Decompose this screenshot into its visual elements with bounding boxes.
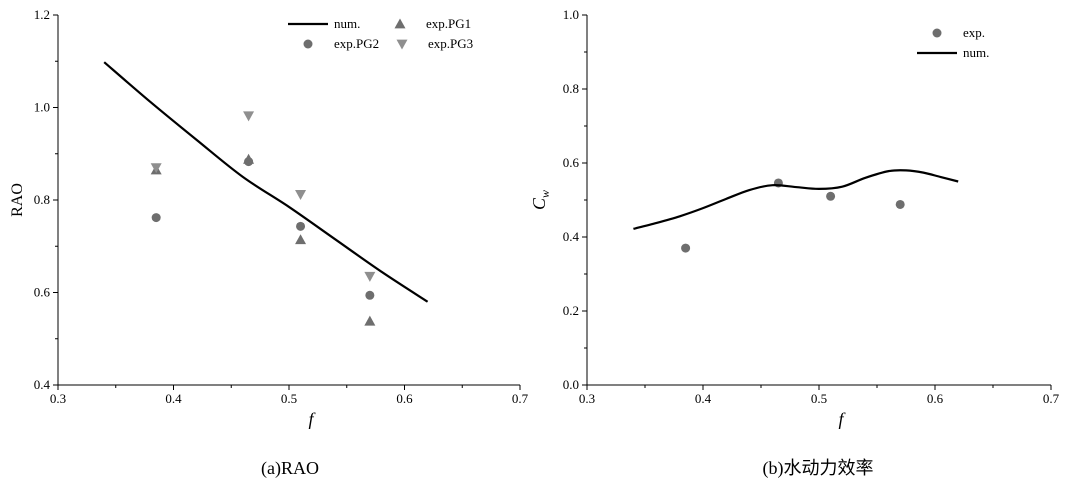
panel-caption: (a)RAO <box>261 458 319 479</box>
x-tick-label: 0.5 <box>281 391 297 406</box>
x-tick-label: 0.6 <box>927 391 944 406</box>
legend-entry: exp. <box>932 25 985 40</box>
data-point <box>681 243 691 253</box>
x-axis-label: f <box>308 409 316 429</box>
legend-marker-swatch <box>303 39 313 49</box>
y-tick-label: 0.8 <box>34 192 50 207</box>
data-point <box>895 199 905 209</box>
data-point <box>151 213 161 223</box>
series-line-num <box>103 61 429 303</box>
data-point <box>150 163 162 174</box>
data-point <box>243 111 255 122</box>
y-axis-label: RAO <box>9 183 26 217</box>
x-axis-label: f <box>838 409 846 429</box>
legend-entry: num. <box>288 16 360 31</box>
y-tick-label: 0.8 <box>563 81 579 96</box>
tick-labels: 0.3 0.4 0.5 0.6 0.7 0.0 0.2 0.4 0.6 0.8 1.0 <box>563 7 1060 406</box>
data-series <box>103 61 429 326</box>
tick-labels: 0.3 0.4 0.5 0.6 0.70.40.60.81.01.2 <box>34 7 529 406</box>
legend-label: exp.PG1 <box>426 16 471 31</box>
legend: num. exp.PG1 exp.PG2 exp.PG3 <box>288 16 473 51</box>
legend-label: exp.PG3 <box>428 36 473 51</box>
panel-caption: (b)水动力效率 <box>763 458 874 479</box>
data-point <box>295 234 307 245</box>
y-tick-label: 0.2 <box>563 303 579 318</box>
data-series <box>633 169 959 253</box>
chart-panel-rao: 0.3 0.4 0.5 0.6 0.70.40.60.81.01.2 RAO f num… <box>9 7 529 479</box>
y-axis-label-subscript: w <box>538 190 552 198</box>
x-tick-label: 0.3 <box>579 391 595 406</box>
y-tick-label: 0.0 <box>563 377 579 392</box>
y-tick-label: 0.6 <box>34 285 51 300</box>
legend-label: exp. <box>963 25 985 40</box>
x-tick-label: 0.4 <box>695 391 712 406</box>
data-point <box>365 290 375 300</box>
x-tick-label: 0.7 <box>1043 391 1060 406</box>
x-tick-label: 0.7 <box>512 391 529 406</box>
legend-label: num. <box>334 16 360 31</box>
chart-panel-efficiency: 0.3 0.4 0.5 0.6 0.7 0.0 0.2 0.4 0.6 0.8 1.0 Cw f e… <box>529 7 1060 479</box>
y-axis-label-main: C <box>529 197 549 210</box>
legend-entry: exp.PG2 <box>303 36 379 51</box>
x-tick-label: 0.3 <box>50 391 66 406</box>
data-point <box>364 315 376 326</box>
y-tick-label: 0.4 <box>34 377 51 392</box>
y-tick-label: 1.0 <box>563 7 579 22</box>
data-point <box>244 157 254 167</box>
x-tick-label: 0.4 <box>165 391 182 406</box>
y-tick-label: 0.6 <box>563 155 580 170</box>
y-tick-label: 1.2 <box>34 7 50 22</box>
data-point <box>826 191 836 201</box>
legend-entry: num. <box>917 45 989 60</box>
legend-label: num. <box>963 45 989 60</box>
y-tick-label: 0.4 <box>563 229 580 244</box>
legend-marker-swatch <box>396 39 408 50</box>
legend-marker-swatch <box>932 28 942 38</box>
legend-entry: exp.PG3 <box>396 36 473 51</box>
data-point <box>364 271 376 282</box>
legend-entry: exp.PG1 <box>394 16 471 31</box>
y-axis-label: Cw <box>529 190 552 210</box>
legend-label: exp.PG2 <box>334 36 379 51</box>
data-point <box>296 221 306 231</box>
legend: exp. num. <box>917 25 989 60</box>
data-point <box>295 190 307 200</box>
axes-frame <box>53 14 521 390</box>
series-line-num <box>633 169 959 230</box>
y-tick-label: 1.0 <box>34 100 50 115</box>
x-tick-label: 0.6 <box>396 391 413 406</box>
x-tick-label: 0.5 <box>811 391 827 406</box>
legend-marker-swatch <box>394 18 406 29</box>
axes-frame <box>582 14 1052 390</box>
